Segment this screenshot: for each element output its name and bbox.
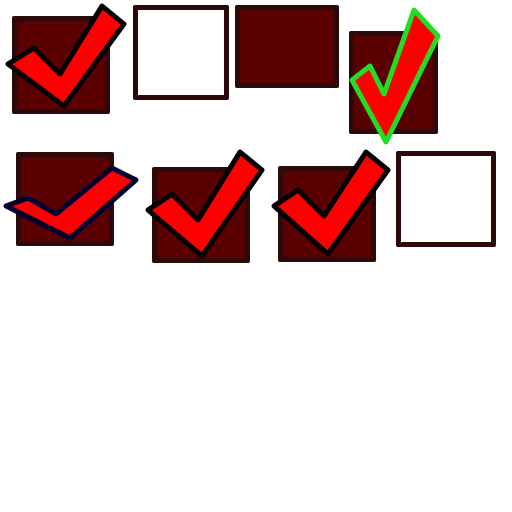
checkbox-1[interactable] xyxy=(12,16,110,114)
checkbox-7[interactable] xyxy=(278,166,376,262)
checkbox-2[interactable] xyxy=(133,5,229,100)
checkbox-3[interactable] xyxy=(235,5,339,88)
checkbox-8[interactable] xyxy=(396,151,496,247)
checkbox-5[interactable] xyxy=(16,152,114,246)
checkbox-4[interactable] xyxy=(349,31,438,134)
checkbox-6[interactable] xyxy=(152,167,250,263)
